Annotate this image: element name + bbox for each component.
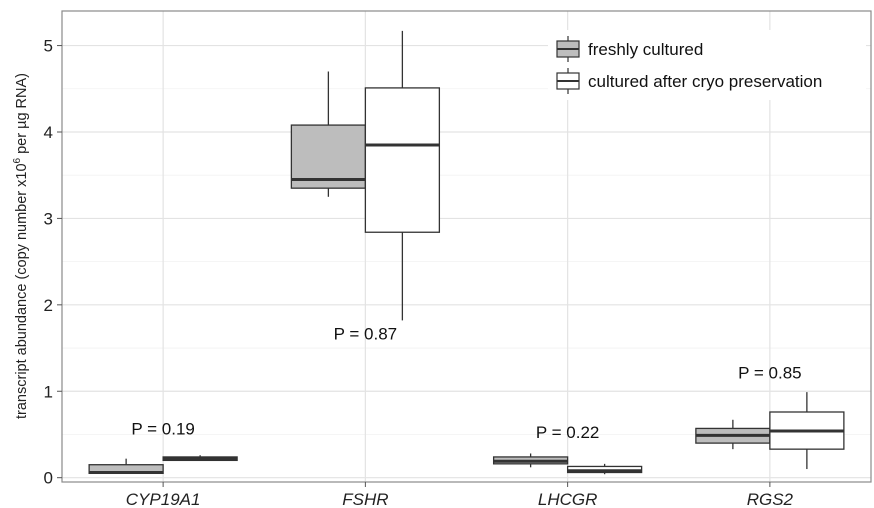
y-tick-label: 1 [44,382,53,401]
x-tick-label: FSHR [342,490,388,508]
y-axis-label-prefix: transcript abundance (copy number x10 [14,163,30,419]
y-tick-label: 5 [44,37,53,56]
y-axis-label-suffix: per µg RNA) [14,73,30,158]
panel-border [61,10,872,483]
legend-label: freshly cultured [588,40,703,59]
p-value-annotation: P = 0.22 [536,423,600,442]
legend-background [548,30,866,100]
y-axis-label-superscript: 6 [12,157,23,163]
x-tick-label: RGS2 [747,490,794,508]
p-value-annotation: P = 0.87 [334,324,398,343]
y-axis-label: transcript abundance (copy number x106 p… [12,73,30,419]
box [364,87,441,233]
box [290,124,367,189]
p-value-annotation: P = 0.19 [131,419,195,438]
plot-area: P = 0.19 P = 0.87 P = 0.22 P = 0.85 0 1 2 3 4 5 CY… [44,10,872,508]
y-tick-label: 4 [44,123,53,142]
legend-label: cultured after cryo preservation [588,72,822,91]
y-tick-label: 2 [44,296,53,315]
p-value-annotation: P = 0.85 [738,363,802,382]
y-tick-label: 3 [44,209,53,228]
x-tick-label: CYP19A1 [126,490,201,508]
x-tick-label: LHCGR [538,490,598,508]
y-tick-label: 0 [44,469,53,488]
